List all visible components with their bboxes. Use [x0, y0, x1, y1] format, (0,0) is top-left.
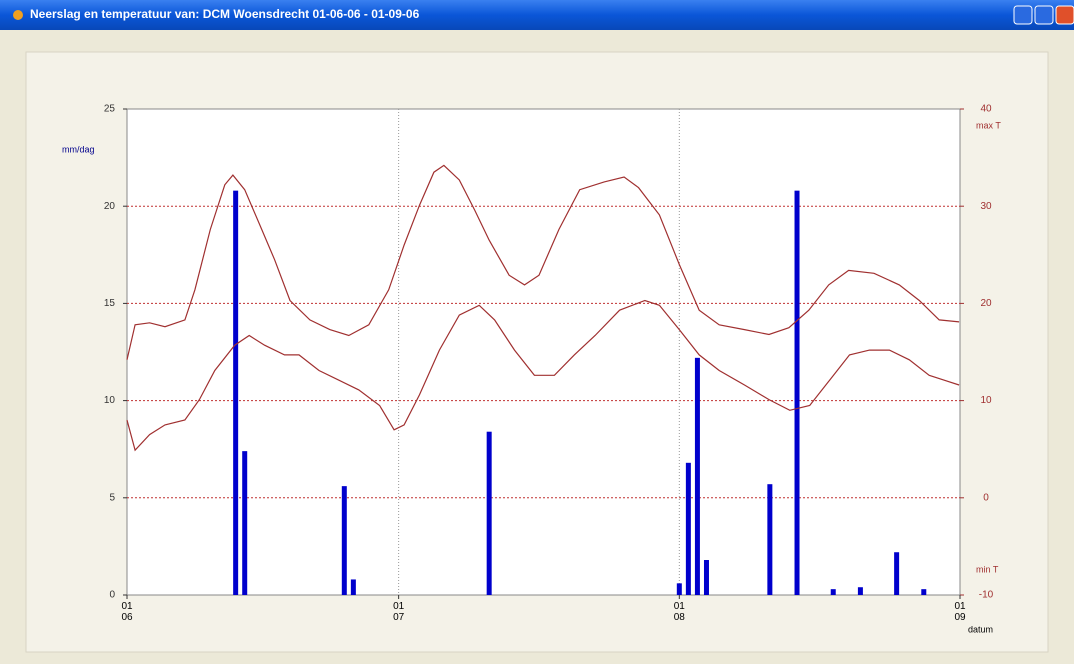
plot-area — [126, 108, 961, 596]
bar — [894, 552, 900, 595]
bar — [921, 589, 927, 595]
y-axis-label: mm/dag — [62, 144, 95, 154]
x-tick-label: 01 09 — [954, 601, 966, 623]
minimize-button[interactable] — [1013, 5, 1033, 25]
y2-tick-label: 0 — [983, 492, 989, 503]
bar — [830, 589, 836, 595]
bar — [350, 579, 356, 595]
bar — [341, 486, 347, 595]
bar — [486, 431, 492, 595]
y-tick-label: 15 — [104, 298, 116, 309]
line — [126, 299, 960, 452]
bar — [676, 583, 682, 595]
bar — [703, 560, 709, 595]
y-tick-label: 10 — [104, 395, 116, 406]
bar — [233, 190, 239, 595]
window-title: Neerslag en temperatuur van: DCM Woensdr… — [30, 7, 420, 21]
y-tick-label: 5 — [109, 492, 115, 503]
y2-tick-label: 20 — [980, 298, 992, 309]
line — [126, 164, 960, 360]
y2-tick-label: -10 — [979, 590, 994, 601]
y-tick-label: 0 — [109, 590, 115, 601]
y2-tick-label: 30 — [980, 201, 992, 212]
bar — [794, 190, 800, 595]
x-tick-label: 01 06 — [121, 601, 133, 623]
y-tick-label: 20 — [104, 201, 116, 212]
bar — [685, 462, 691, 595]
bar — [857, 587, 863, 595]
legend-label: max T — [976, 120, 1001, 130]
bar — [694, 357, 700, 595]
bar — [242, 451, 248, 595]
x-tick-label: 01 08 — [673, 601, 685, 623]
legend-label: min T — [976, 564, 999, 574]
x-axis-label: datum — [968, 624, 993, 634]
maximize-button[interactable] — [1034, 5, 1054, 25]
y-tick-label: 25 — [104, 104, 116, 115]
title-bar — [0, 0, 1074, 30]
y2-tick-label: 40 — [980, 104, 992, 115]
bar — [767, 484, 773, 595]
close-button[interactable] — [1055, 5, 1074, 25]
x-tick-label: 01 07 — [393, 601, 405, 623]
app-icon — [13, 10, 23, 20]
y2-tick-label: 10 — [980, 395, 992, 406]
